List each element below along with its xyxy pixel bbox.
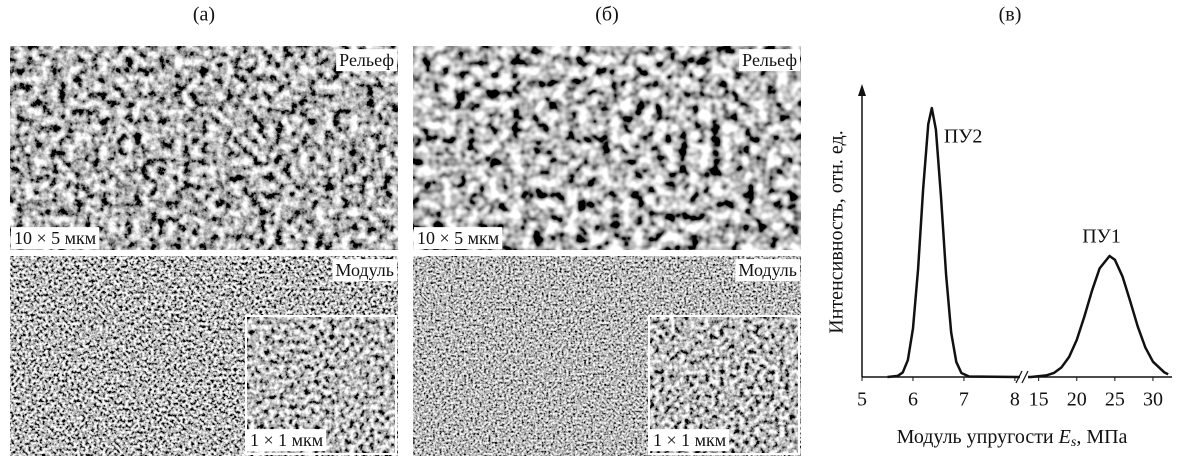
series-label: ПУ1 bbox=[1082, 226, 1121, 248]
x-axis-label-part: Модуль упругости bbox=[897, 426, 1059, 448]
image-label: Рельеф bbox=[339, 50, 394, 70]
y-axis-label: Интенсивность, отн. ед. bbox=[826, 130, 848, 333]
series-line bbox=[1028, 256, 1168, 377]
x-tick-label: 25 bbox=[1105, 389, 1125, 411]
x-tick-label: 5 bbox=[857, 389, 867, 411]
x-tick-label: 15 bbox=[1029, 389, 1049, 411]
series-label: ПУ2 bbox=[944, 126, 983, 148]
series-line bbox=[887, 108, 1020, 377]
image-label: Рельеф bbox=[742, 50, 797, 70]
chart: (в) 5 6 7 8 15 20 25 30 Интенсивность, отн. ед. Мо… bbox=[826, 4, 1172, 451]
panel-label: (в) bbox=[999, 4, 1022, 26]
afm-panels: (а) Рельеф 10 × 5 мкм Модуль 1 × 1 мкм (б) Рел… bbox=[10, 4, 801, 456]
image-label: 10 × 5 мкм bbox=[417, 228, 499, 248]
x-tick-label: 6 bbox=[908, 389, 918, 411]
x-tick-label: 30 bbox=[1143, 389, 1163, 411]
x-axis-label-part: E bbox=[1058, 426, 1071, 448]
image-label: Модуль bbox=[335, 260, 394, 280]
image-label: 1 × 1 мкм bbox=[653, 430, 726, 450]
figure: (а) Рельеф 10 × 5 мкм Модуль 1 × 1 мкм (б) Рел… bbox=[0, 0, 1183, 458]
x-axis-label: Модуль упругости Es, МПа bbox=[897, 426, 1128, 451]
afm-image bbox=[413, 46, 801, 250]
x-tick-label: 7 bbox=[959, 389, 969, 411]
image-label: 10 × 5 мкм bbox=[14, 228, 96, 248]
panel-label: (а) bbox=[193, 4, 215, 26]
image-label: 1 × 1 мкм bbox=[250, 430, 323, 450]
image-label: Модуль bbox=[738, 260, 797, 280]
x-axis-label-part: , МПа bbox=[1076, 426, 1127, 448]
page: (а) Рельеф 10 × 5 мкм Модуль 1 × 1 мкм (б) Рел… bbox=[0, 0, 1183, 458]
y-axis-arrow bbox=[858, 84, 866, 96]
x-tick-label: 8 bbox=[1010, 389, 1020, 411]
panel-label: (б) bbox=[595, 4, 619, 26]
afm-image bbox=[10, 46, 398, 250]
x-tick-label: 20 bbox=[1067, 389, 1087, 411]
